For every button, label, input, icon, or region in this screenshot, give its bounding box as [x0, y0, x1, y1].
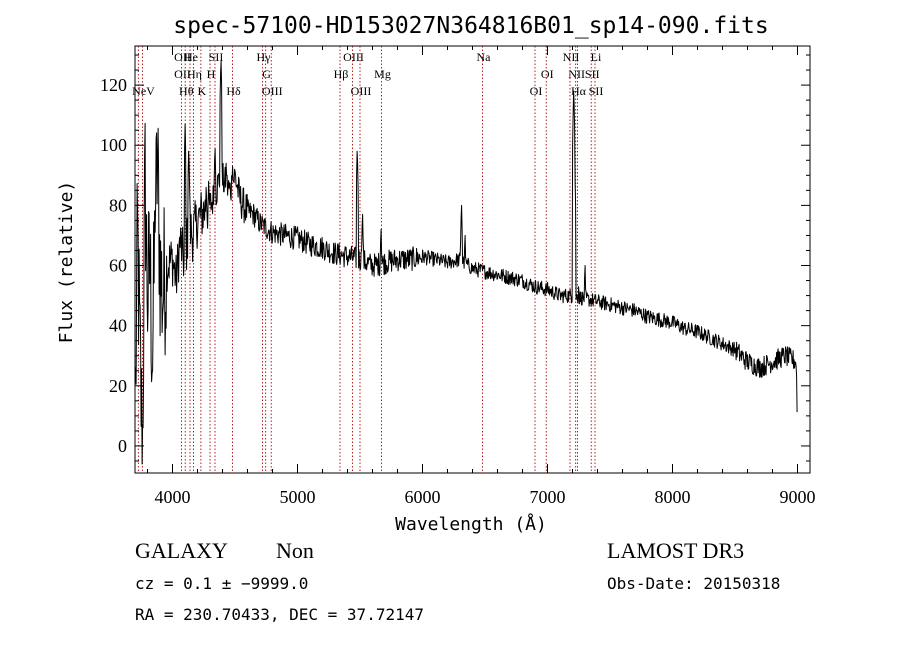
emission-line-label: NII	[568, 67, 585, 81]
emission-line-label: OI	[530, 84, 543, 98]
spectrum-series-line	[135, 60, 798, 465]
emission-line-label: Hδ	[226, 84, 241, 98]
x-axis-ticks: 4000 5000 6000 7000 8000 9000	[147, 46, 816, 507]
emission-line-label: K	[198, 84, 207, 98]
emission-line-label: SII	[589, 84, 604, 98]
plot-frame	[134, 45, 811, 474]
survey-name: LAMOST DR3	[607, 538, 744, 563]
emission-line-label: OII	[174, 50, 191, 64]
chart-title: spec-57100-HD153027N364816B01_sp14-090.f…	[173, 13, 768, 39]
object-subclass: Non	[276, 538, 314, 563]
y-tick-label: 120	[100, 75, 127, 95]
coordinates: RA = 230.70433, DEC = 37.72147	[135, 605, 424, 624]
emission-line-label: OIII	[343, 50, 364, 64]
emission-line-label: OIII	[351, 84, 372, 98]
y-tick-label: 60	[109, 256, 127, 276]
x-tick-label: 6000	[405, 487, 441, 507]
emission-line-label: NeV	[132, 84, 155, 98]
emission-line-label: SII	[585, 67, 600, 81]
y-tick-label: 80	[109, 195, 127, 215]
emission-line-label: Hγ	[257, 50, 272, 64]
emission-line-label: OII	[174, 67, 191, 81]
emission-line-label: Hβ	[334, 67, 349, 81]
object-class: GALAXY	[135, 538, 228, 563]
x-tick-label: 8000	[655, 487, 691, 507]
y-axis-label: Flux (relative)	[56, 181, 77, 344]
emission-line-labels: NeVOIIOIIHθHeHηKHSIIHδHγGOIIIHβOIIIOIIIM…	[132, 50, 603, 98]
emission-line-label: G	[262, 67, 271, 81]
emission-line-label: OIII	[262, 84, 283, 98]
emission-line-label: Na	[477, 50, 492, 64]
x-tick-label: 4000	[155, 487, 191, 507]
emission-line-label: H	[207, 67, 216, 81]
x-tick-label: 9000	[780, 487, 816, 507]
y-axis-ticks: 0 20 40 60 80 100 120	[100, 54, 810, 462]
y-tick-label: 40	[109, 316, 127, 336]
emission-line-markers	[137, 46, 596, 473]
redshift-cz: cz = 0.1 ± −9999.0	[135, 574, 308, 593]
emission-line-label: Hη	[187, 67, 202, 81]
observation-date: Obs-Date: 20150318	[607, 574, 780, 593]
y-tick-label: 20	[109, 376, 127, 396]
emission-line-label: SII	[209, 50, 224, 64]
y-tick-label: 100	[100, 135, 127, 155]
emission-line-label: Hα	[571, 84, 587, 98]
emission-line-label: NII	[563, 50, 580, 64]
emission-line-label: Li	[591, 50, 602, 64]
x-tick-label: 5000	[280, 487, 316, 507]
emission-line-label: Hθ	[179, 84, 194, 98]
emission-line-label: Mg	[374, 67, 391, 81]
emission-line-label: He	[184, 50, 198, 64]
x-tick-label: 7000	[530, 487, 566, 507]
x-axis-label: Wavelength (Å)	[395, 513, 547, 535]
emission-line-label: OI	[541, 67, 554, 81]
y-tick-label: 0	[118, 436, 127, 456]
